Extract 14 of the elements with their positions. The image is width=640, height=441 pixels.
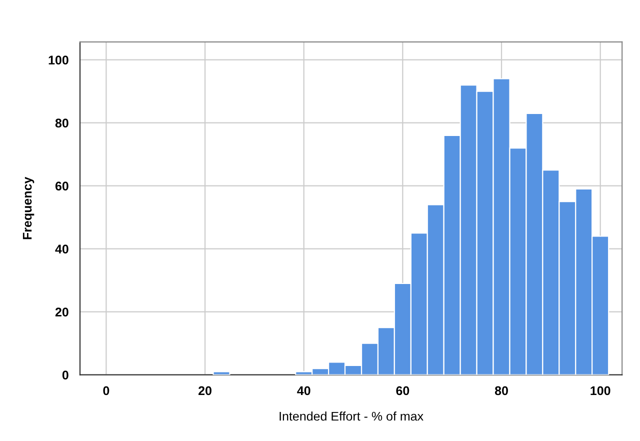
y-tick-label: 60 — [55, 182, 68, 190]
x-tick-label: 100 — [590, 386, 610, 396]
x-tick-label: 20 — [198, 386, 212, 396]
x-tick-label: 60 — [396, 386, 410, 396]
x-tick-label: 0 — [103, 386, 110, 396]
y-tick-label: 0 — [62, 370, 68, 380]
y-tick-label: 80 — [55, 118, 68, 128]
y-tick-label: 40 — [55, 244, 68, 254]
y-tick-label: 100 — [48, 56, 68, 64]
y-tick-label: 20 — [55, 308, 68, 316]
y-axis-title: Frequency — [22, 176, 34, 240]
x-axis-title: Intended Effort - % of max — [280, 412, 424, 421]
x-tick-label: 40 — [297, 386, 310, 396]
x-tick-label: 80 — [494, 386, 508, 396]
